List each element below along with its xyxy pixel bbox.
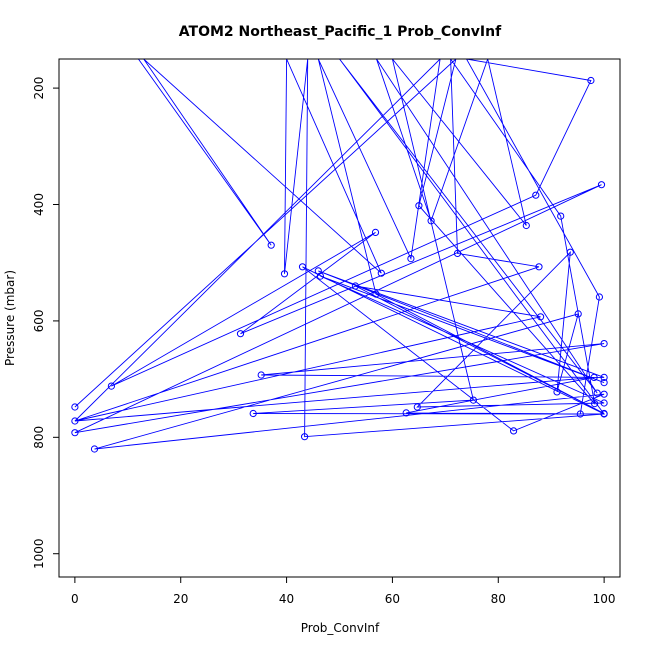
data-point (377, 269, 385, 277)
x-tick-label: 100 (593, 592, 616, 606)
data-point (532, 191, 540, 199)
data-point (591, 400, 599, 408)
data-point (600, 379, 608, 387)
data-point (351, 282, 359, 290)
series-line (74, 59, 605, 450)
data-point (407, 255, 415, 263)
data-point (316, 272, 324, 280)
x-axis-label: Prob_ConvInf (301, 621, 380, 635)
data-point (600, 340, 608, 348)
x-tick-label: 60 (385, 592, 400, 606)
x-tick-label: 0 (71, 592, 79, 606)
data-point (257, 371, 265, 379)
plot-area: 0 20 40 60 80 100 200 400 600 800 1000 (32, 58, 621, 606)
data-point (576, 410, 584, 418)
data-point (595, 293, 604, 301)
data-point (600, 399, 608, 407)
data-point (402, 409, 410, 417)
x-tick-label: 80 (491, 592, 506, 606)
data-point (597, 181, 606, 189)
data-point (71, 429, 79, 437)
data-point (298, 263, 307, 271)
data-point (427, 217, 435, 225)
data-point (574, 310, 582, 318)
data-point (557, 212, 565, 220)
data-point (522, 221, 530, 230)
data-point (372, 290, 380, 298)
data-point (267, 241, 275, 249)
data-point (280, 270, 289, 278)
x-tick-label: 40 (279, 592, 294, 606)
data-point (107, 382, 116, 390)
data-point (453, 249, 462, 257)
data-point (301, 433, 309, 441)
data-point (535, 263, 543, 271)
y-tick-label: 200 (32, 77, 46, 100)
data-point (537, 313, 545, 321)
data-point (590, 373, 598, 381)
data-point (415, 202, 423, 210)
data-point (413, 403, 421, 411)
data-point (509, 427, 518, 435)
data-point (90, 445, 99, 453)
y-tick-label: 400 (32, 193, 46, 216)
y-tick-label: 1000 (32, 538, 46, 569)
data-point (371, 228, 380, 236)
x-tick-label: 20 (173, 592, 188, 606)
data-point (566, 248, 574, 256)
y-tick-label: 800 (32, 426, 46, 449)
data-point (249, 409, 257, 418)
y-axis-label: Pressure (mbar) (3, 270, 17, 366)
data-point (600, 390, 608, 398)
data-point (469, 396, 477, 404)
data-point (71, 403, 79, 411)
y-tick-label: 600 (32, 309, 46, 332)
data-point (71, 417, 79, 425)
data-point (600, 373, 608, 381)
data-point (236, 330, 245, 338)
data-point (587, 76, 595, 85)
data-point (593, 389, 601, 397)
data-point (600, 410, 608, 418)
chart-title: ATOM2 Northeast_Pacific_1 Prob_ConvInf (179, 24, 502, 40)
data-point (553, 388, 561, 396)
